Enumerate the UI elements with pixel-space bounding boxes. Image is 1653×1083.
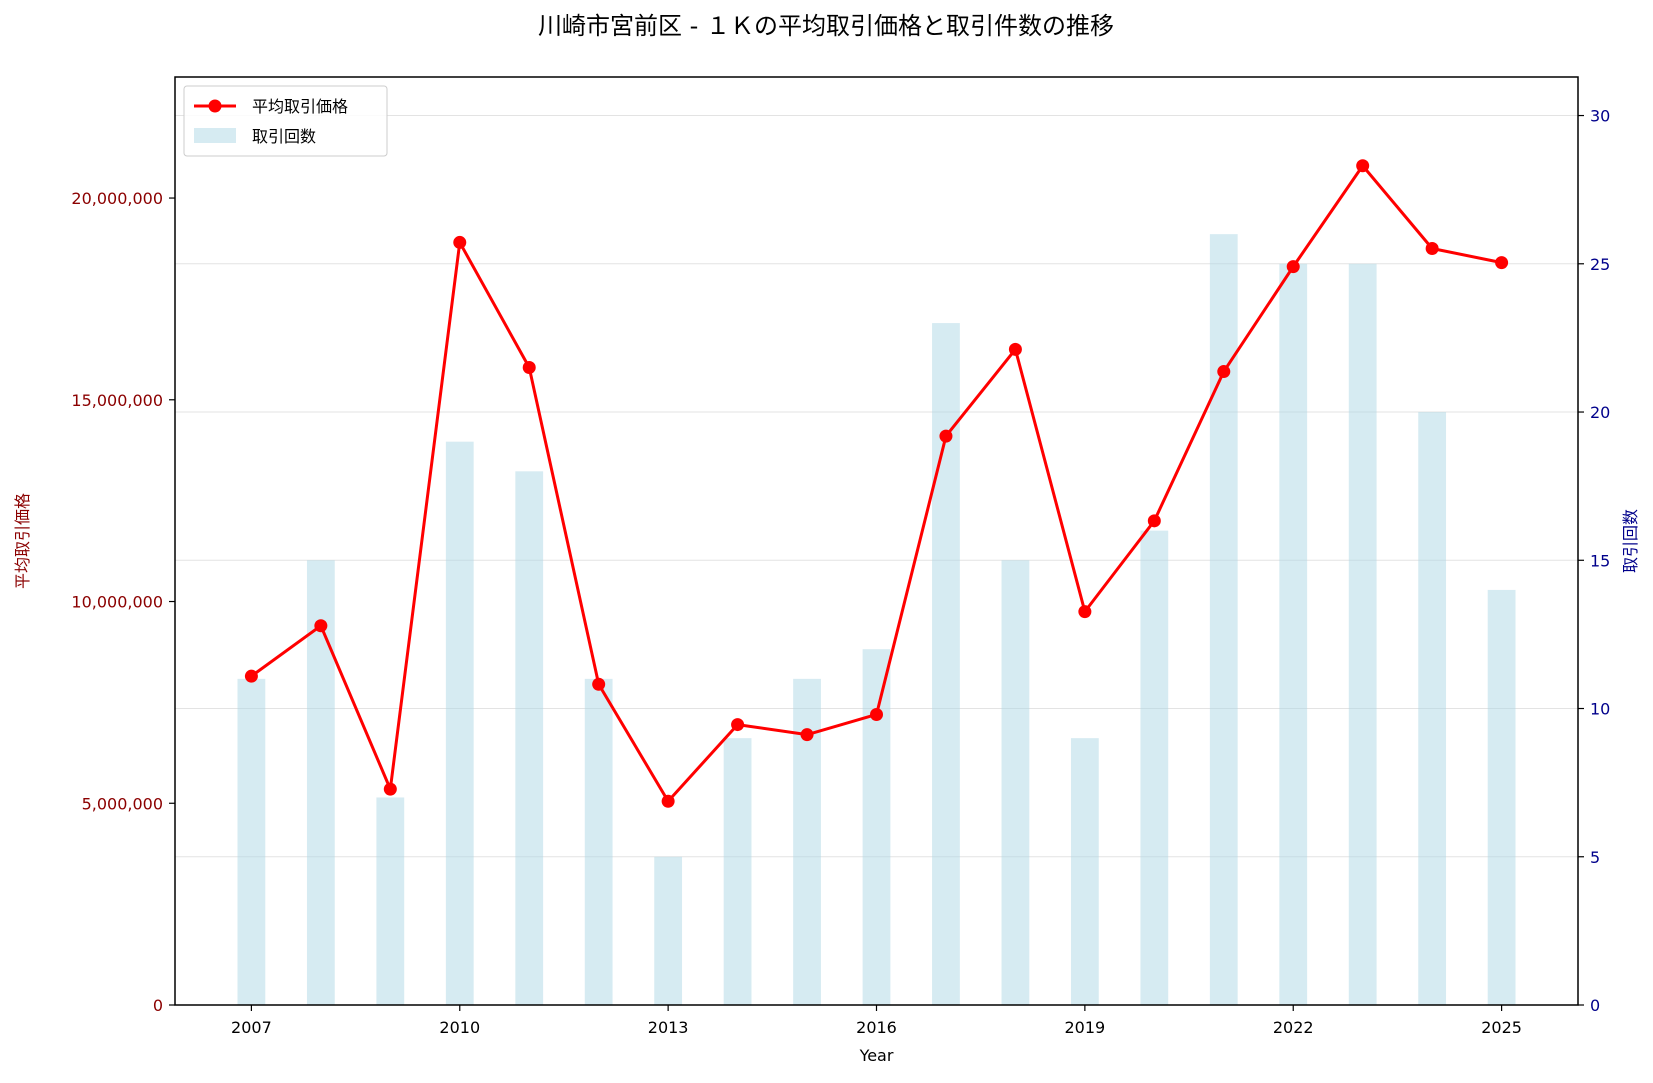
line-series — [244, 159, 1509, 808]
bar-2008 — [306, 560, 335, 1005]
bar-2023 — [1348, 263, 1377, 1005]
price-point-2025 — [1495, 256, 1509, 270]
x-tick-label-2016: 2016 — [856, 1018, 897, 1037]
bar-2024 — [1418, 412, 1447, 1005]
price-point-2012 — [592, 677, 606, 691]
price-point-2020 — [1147, 514, 1161, 528]
price-point-2015 — [800, 728, 814, 742]
bar-2013 — [654, 856, 683, 1005]
y-left-tick-label-2: 10,000,000 — [71, 593, 163, 612]
x-axis: 2007 2010 2013 2016 2019 2022 2025 — [231, 1005, 1522, 1037]
y-left-tick-label-1: 5,000,000 — [82, 794, 163, 813]
price-point-2010 — [453, 235, 467, 249]
price-point-2007 — [244, 669, 258, 683]
price-point-2011 — [522, 361, 536, 375]
legend-bar-label: 取引回数 — [252, 127, 316, 146]
y-axis-left-label: 平均取引価格 — [13, 493, 32, 589]
bar-2014 — [723, 738, 752, 1005]
price-point-2008 — [314, 619, 328, 633]
y-right-tick-label-2: 10 — [1590, 700, 1610, 719]
price-point-2024 — [1425, 241, 1439, 255]
y-right-tick-label-5: 25 — [1590, 255, 1610, 274]
y-left-tick-label-0: 0 — [153, 996, 163, 1015]
bar-2015 — [793, 678, 821, 1005]
bar-2025 — [1487, 589, 1516, 1005]
x-tick-label-2019: 2019 — [1065, 1018, 1106, 1037]
bar-2022 — [1279, 263, 1308, 1005]
bar-2007 — [237, 678, 266, 1005]
y-left-tick-label-4: 20,000,000 — [71, 189, 163, 208]
bar-2020 — [1140, 530, 1169, 1005]
price-point-2009 — [383, 782, 397, 796]
y-right-tick-label-3: 15 — [1590, 551, 1610, 570]
x-tick-label-2010: 2010 — [439, 1018, 480, 1037]
price-point-2021 — [1217, 365, 1231, 379]
bar-2012 — [584, 678, 613, 1005]
price-point-2023 — [1356, 159, 1370, 173]
y-axis-right-label: 取引回数 — [1621, 509, 1640, 573]
x-tick-label-2007: 2007 — [231, 1018, 272, 1037]
y-axis-left: 0 5,000,000 10,000,000 15,000,000 20,000,000 — [71, 189, 175, 1015]
bar-2016 — [862, 649, 891, 1005]
bar-2009 — [376, 797, 405, 1005]
grid-lines — [175, 115, 1578, 858]
bar-2011 — [515, 471, 544, 1005]
price-point-2018 — [1008, 342, 1022, 356]
price-point-2019 — [1078, 605, 1092, 619]
bar-2010 — [445, 441, 474, 1005]
price-point-2022 — [1286, 260, 1300, 274]
y-right-tick-label-1: 5 — [1590, 848, 1600, 867]
bar-2019 — [1070, 738, 1099, 1005]
y-right-tick-label-6: 30 — [1590, 107, 1610, 126]
x-tick-label-2013: 2013 — [648, 1018, 689, 1037]
bar-2018 — [1001, 560, 1030, 1005]
y-left-tick-label-3: 15,000,000 — [71, 391, 163, 410]
y-right-tick-label-4: 20 — [1590, 403, 1610, 422]
x-tick-label-2025: 2025 — [1481, 1018, 1522, 1037]
legend-bar-swatch — [194, 128, 236, 143]
price-point-2014 — [731, 718, 745, 732]
chart-title: 川崎市宮前区 - １Ｋの平均取引価格と取引件数の推移 — [538, 12, 1114, 40]
price-point-2016 — [870, 707, 883, 721]
legend-line-label: 平均取引価格 — [252, 97, 348, 116]
bar-2021 — [1209, 234, 1238, 1005]
x-tick-label-2022: 2022 — [1273, 1018, 1314, 1037]
legend-line-marker — [208, 99, 222, 113]
price-point-2017 — [939, 429, 953, 443]
legend: 平均取引価格 取引回数 — [183, 85, 388, 157]
x-axis-label: Year — [859, 1046, 894, 1065]
price-point-2013 — [661, 794, 675, 808]
y-right-tick-label-0: 0 — [1590, 996, 1600, 1015]
bar-series — [237, 234, 1516, 1005]
y-axis-right: 0 5 10 15 20 25 30 — [1578, 107, 1610, 1015]
